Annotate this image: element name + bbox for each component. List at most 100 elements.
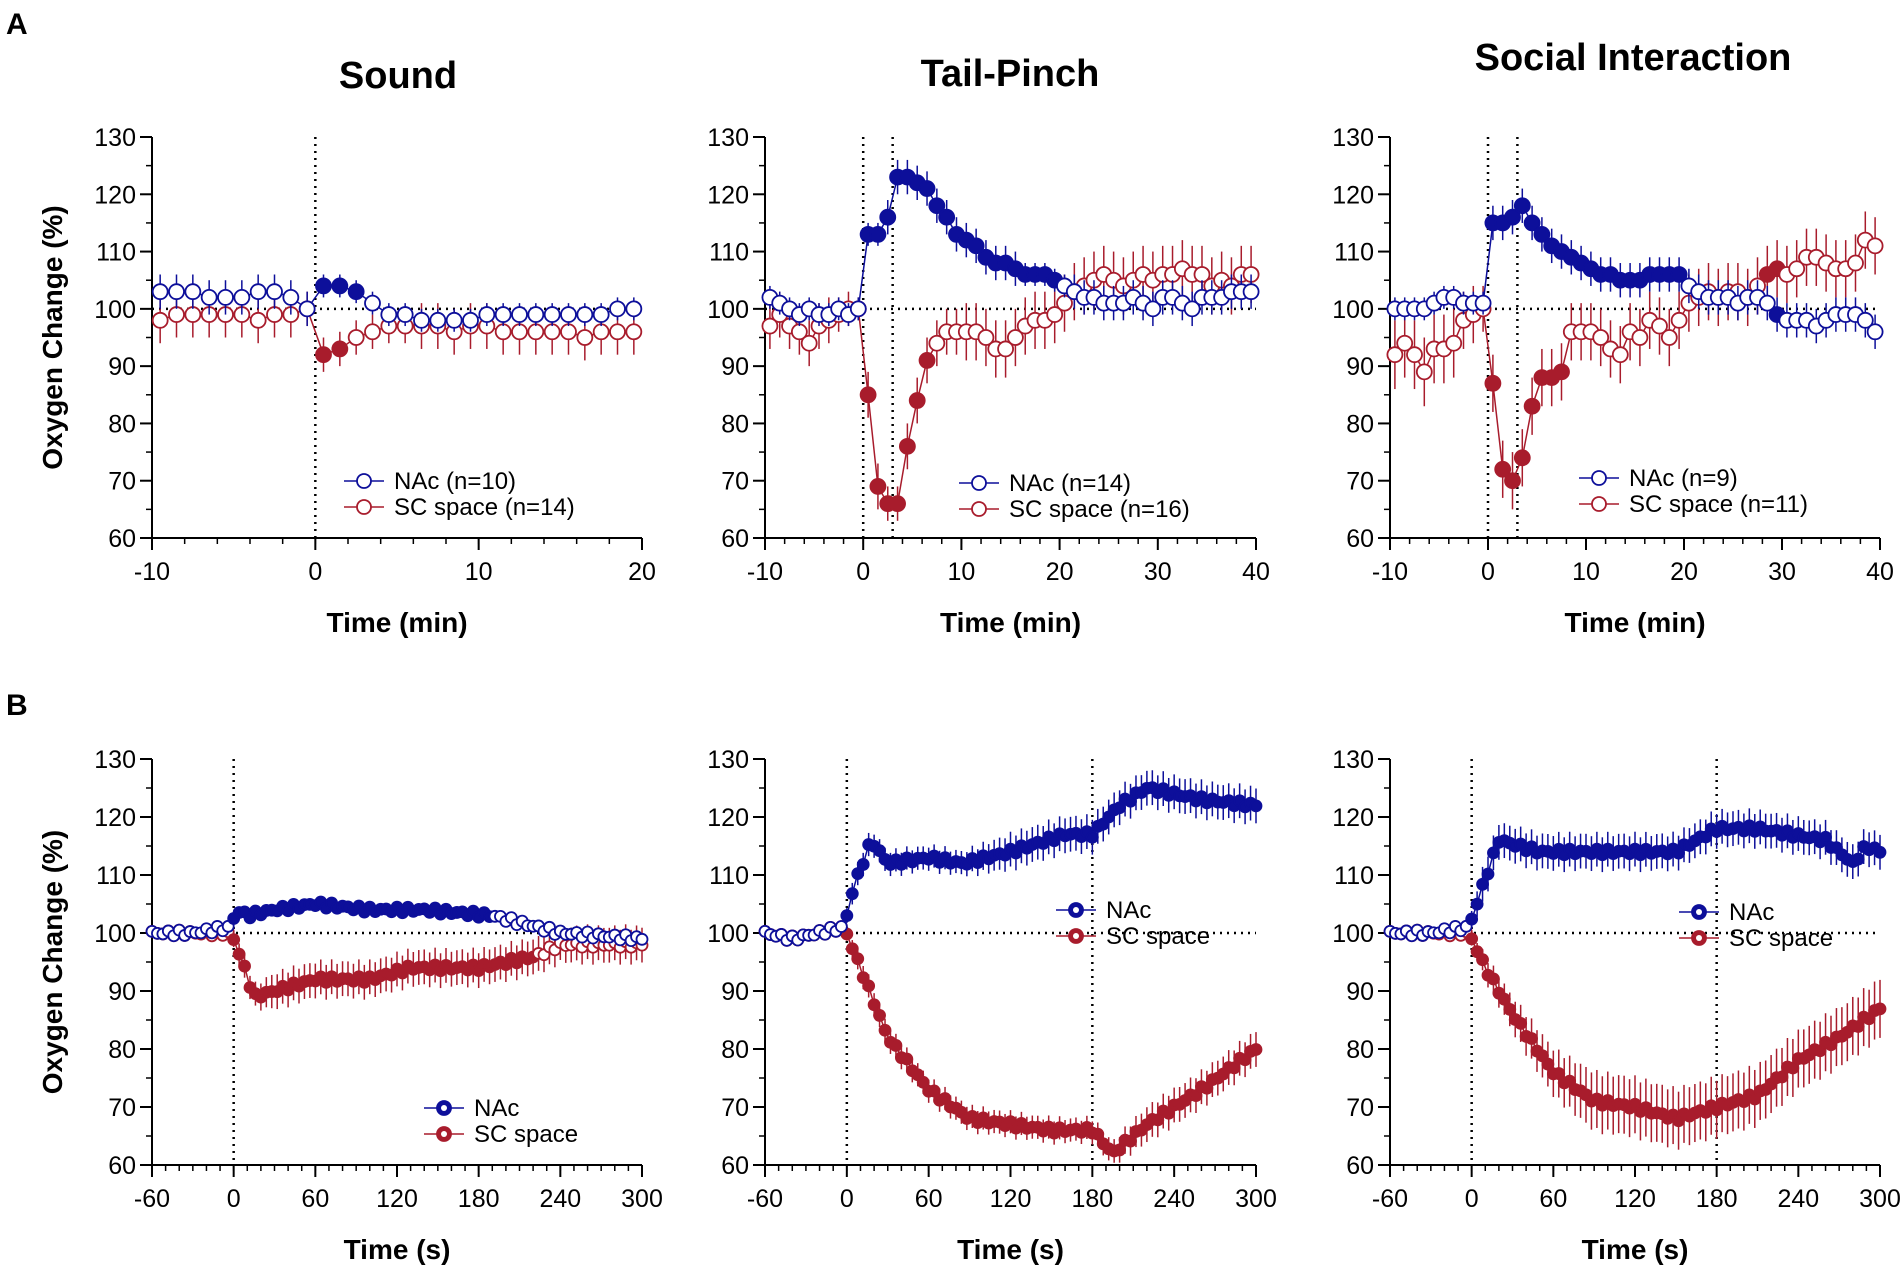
- legend-marker: [1591, 470, 1607, 486]
- x-tick-label: -60: [1372, 1185, 1408, 1213]
- data-point: [1660, 329, 1678, 346]
- x-tick-label: 240: [1153, 1185, 1195, 1213]
- data-point: [609, 300, 626, 318]
- y-tick-label: 70: [1346, 1094, 1374, 1122]
- data-point: [1514, 1016, 1528, 1030]
- y-tick-label: 120: [94, 181, 136, 209]
- data-point: [862, 979, 876, 993]
- x-tick-label: 0: [856, 558, 870, 586]
- legend-marker: [356, 499, 372, 515]
- data-point: [1183, 300, 1201, 318]
- y-tick-label: 110: [1334, 239, 1374, 267]
- legend-label: NAc: [474, 1095, 519, 1122]
- data-point: [1415, 363, 1433, 381]
- data-point: [867, 998, 881, 1012]
- x-axis-label: Time (min): [940, 607, 1081, 638]
- series-nac: [761, 159, 1260, 327]
- data-point: [1856, 311, 1874, 329]
- data-point: [625, 300, 643, 318]
- x-axis-label: Time (s): [1582, 1234, 1689, 1265]
- data-point: [1249, 1043, 1263, 1056]
- y-tick-label: 60: [721, 1152, 749, 1180]
- series-sc-space: [145, 923, 649, 1011]
- y-tick-label: 120: [1332, 804, 1374, 832]
- y-axis-label: Oxygen Change (%): [37, 205, 68, 469]
- chart-title: Sound: [339, 55, 457, 97]
- data-point: [238, 959, 251, 973]
- y-tick-label: 100: [1332, 296, 1374, 324]
- data-point: [1249, 799, 1263, 813]
- x-tick-label: 0: [227, 1185, 241, 1213]
- x-tick-label: 180: [1071, 1185, 1113, 1213]
- x-tick-label: 10: [465, 558, 493, 586]
- data-point: [800, 334, 818, 352]
- data-point: [445, 311, 463, 329]
- x-tick-label: 20: [628, 558, 656, 586]
- chart-b2: 60 70 80 90 100 110 120 130 -60 0 60 120 180 240 300 Ti…: [707, 746, 1277, 1265]
- data-point: [1504, 208, 1521, 226]
- x-tick-label: 0: [1465, 1185, 1479, 1213]
- data-point: [543, 323, 561, 341]
- y-tick-label: 120: [707, 804, 749, 832]
- x-axis-label: Time (min): [326, 607, 467, 638]
- x-tick-label: 300: [1859, 1185, 1901, 1213]
- series-nac: [758, 770, 1263, 947]
- y-tick-label: 90: [108, 353, 136, 381]
- y-tick-label: 60: [721, 525, 749, 553]
- data-point: [200, 288, 218, 306]
- y-tick-label: 70: [108, 468, 136, 496]
- legend-label: SC space (n=16): [1009, 496, 1190, 523]
- y-tick-label: 120: [94, 804, 136, 832]
- y-tick-label: 80: [1346, 410, 1374, 438]
- panel-label-b: B: [6, 689, 28, 722]
- data-point: [1476, 953, 1489, 967]
- y-tick-label: 110: [709, 239, 749, 267]
- data-point: [347, 329, 365, 346]
- data-point: [315, 346, 332, 364]
- data-point: [1873, 1002, 1887, 1016]
- y-tick-label: 100: [707, 296, 749, 324]
- data-point: [1788, 260, 1806, 278]
- data-point: [609, 323, 626, 341]
- data-point: [233, 288, 251, 306]
- data-point: [364, 294, 381, 312]
- data-point: [900, 1052, 914, 1066]
- data-point: [217, 288, 234, 306]
- data-point: [1866, 237, 1884, 255]
- data-point: [298, 300, 316, 318]
- legend-marker-center: [441, 1131, 447, 1137]
- chart-title: Social Interaction: [1475, 37, 1792, 79]
- x-tick-label: 20: [1046, 558, 1074, 586]
- data-point: [151, 283, 169, 301]
- x-tick-label: 30: [1768, 558, 1796, 586]
- data-point: [1242, 283, 1260, 301]
- data-point: [527, 306, 545, 323]
- data-point: [1758, 294, 1776, 312]
- data-point: [560, 323, 577, 341]
- data-point: [918, 352, 936, 369]
- x-tick-label: 180: [458, 1185, 500, 1213]
- data-point: [856, 858, 870, 871]
- y-tick-label: 110: [96, 862, 136, 890]
- chart-a1: Sound 60 70 80 90 100 110 120 130 -10 0 10 20 Time (m…: [37, 55, 656, 638]
- data-point: [851, 952, 865, 966]
- data-point: [635, 932, 649, 946]
- legend-label: NAc (n=14): [1009, 470, 1131, 497]
- data-point: [168, 306, 185, 323]
- x-tick-label: 300: [621, 1185, 663, 1213]
- legend-marker: [971, 475, 987, 491]
- data-point: [1470, 897, 1484, 911]
- data-point: [168, 283, 185, 301]
- data-point: [380, 306, 398, 323]
- y-tick-label: 90: [108, 978, 136, 1006]
- legend-marker-center: [1073, 907, 1079, 913]
- x-tick-label: 120: [376, 1185, 418, 1213]
- data-point: [889, 1039, 903, 1052]
- data-point: [1487, 972, 1500, 986]
- y-tick-label: 80: [721, 410, 749, 438]
- data-point: [315, 277, 332, 295]
- data-point: [1396, 334, 1414, 352]
- data-point: [511, 306, 528, 323]
